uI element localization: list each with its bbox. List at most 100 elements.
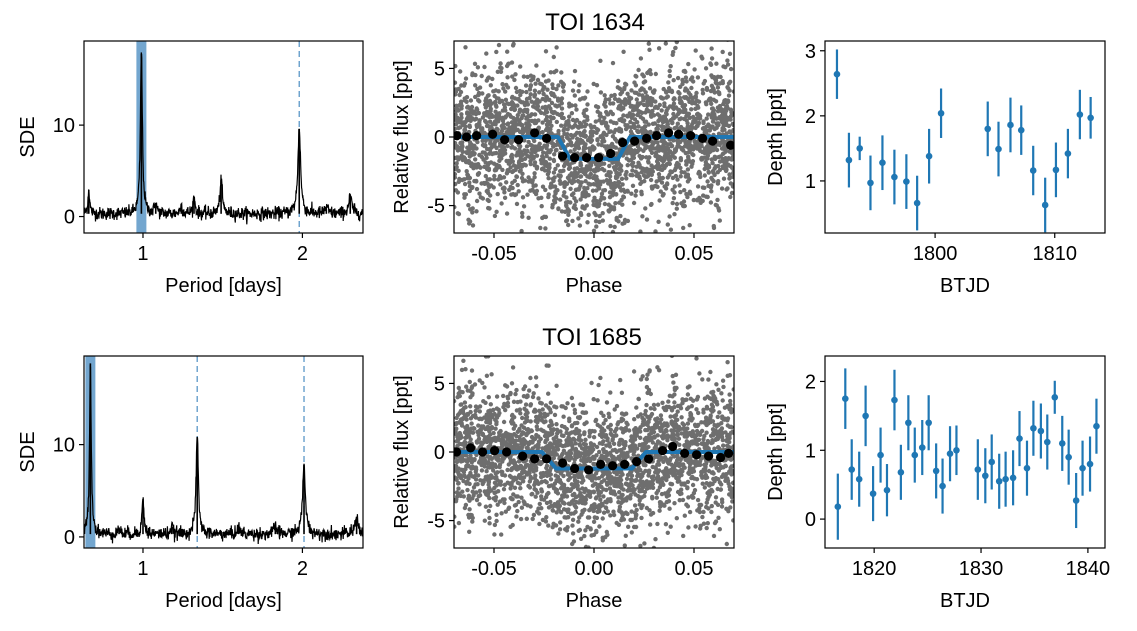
depth-point: [1058, 440, 1066, 447]
depth-point: [974, 466, 982, 473]
binned-point: [658, 446, 668, 456]
y-tick-label: 10: [53, 435, 75, 457]
binned-point: [584, 465, 594, 475]
binned-point: [558, 151, 568, 161]
x-tick-label: 0.00: [575, 243, 614, 265]
depth-point: [1016, 435, 1023, 442]
plot-area: [454, 356, 734, 548]
binned-point: [454, 131, 462, 141]
depth-point: [855, 475, 863, 483]
depth-point: [1029, 167, 1037, 174]
binned-point: [686, 131, 696, 141]
binned-point: [642, 133, 652, 143]
depth-point: [1052, 166, 1060, 174]
binned-point: [596, 459, 606, 469]
binned-point: [704, 451, 714, 461]
x-tick-label: 1: [137, 558, 148, 580]
binned-point: [618, 137, 628, 148]
binned-point: [514, 135, 524, 145]
plot-area: [84, 356, 363, 548]
depth-point: [937, 109, 945, 117]
binned-point: [454, 447, 462, 457]
depth-point: [1086, 460, 1094, 468]
x-tick-label: 1840: [1066, 558, 1111, 580]
y-tick-label: 1: [805, 171, 816, 193]
x-axis-label: Phase: [566, 590, 623, 612]
x-tick-label: 1800: [913, 243, 958, 265]
depth-point: [883, 486, 891, 494]
depth-point: [1002, 475, 1009, 483]
binned-point: [466, 443, 476, 453]
depth-point: [953, 446, 960, 454]
y-tick-label: 0: [434, 127, 445, 149]
binned-point: [632, 457, 642, 467]
panel-0-periodogram: 1 2 0 10 Period [days] SDE: [17, 40, 364, 297]
depth-point: [1064, 150, 1072, 157]
panel-5-transit_depths: 1820 1830 1840 0 1 2 BTJD Depth [ppt]: [765, 355, 1111, 612]
sde-curve: [84, 365, 363, 545]
depth-point: [1076, 111, 1084, 118]
depth-point: [891, 396, 898, 404]
depth-point: [867, 179, 874, 187]
binned-point: [652, 131, 662, 141]
binned-point: [606, 148, 616, 159]
depth-point: [932, 467, 940, 475]
binned-point: [726, 140, 734, 150]
binned-point: [582, 152, 592, 163]
binned-point: [644, 454, 654, 464]
binned-point: [542, 454, 552, 464]
binned-point: [502, 447, 512, 457]
y-axis-label: Relative flux [ppt]: [391, 375, 413, 528]
depth-point: [1017, 126, 1025, 134]
binned-point: [664, 128, 674, 138]
plot-area: [454, 41, 734, 233]
x-tick-label: 0.05: [675, 243, 714, 265]
depth-point: [891, 173, 898, 181]
y-axis-label: Relative flux [ppt]: [391, 60, 413, 213]
depth-point: [939, 482, 946, 490]
depth-point: [1087, 114, 1094, 122]
axes-frame: [824, 355, 1106, 549]
depth-point: [1037, 427, 1045, 435]
depth-point: [903, 178, 910, 185]
binned-point: [692, 450, 702, 460]
panel-title-toi-1685: TOI 1685: [542, 324, 642, 351]
x-tick-label: 1: [137, 243, 148, 265]
depth-point: [877, 451, 884, 459]
panel-title-toi-1634: TOI 1634: [545, 9, 645, 36]
binned-point: [570, 463, 580, 474]
depth-point: [869, 490, 877, 497]
binned-point: [490, 446, 500, 456]
y-tick-label: 5: [434, 58, 445, 80]
x-tick-label: -0.05: [471, 243, 517, 265]
binned-point: [708, 136, 718, 146]
panel-1-folded_lightcurve: -0.05 0.00 0.05 -5 0 5 Phase Relative flux [ppt…: [391, 40, 735, 297]
binned-point: [630, 136, 640, 146]
binned-point: [530, 454, 540, 464]
y-tick-label: 5: [434, 373, 445, 395]
depth-point: [848, 466, 856, 473]
depth-point: [995, 477, 1003, 485]
binned-point: [674, 129, 684, 139]
depth-point: [911, 451, 919, 459]
raw-flux-points: [454, 41, 734, 233]
depth-point: [842, 395, 849, 402]
depth-point: [834, 503, 842, 511]
y-tick-label: 0: [64, 527, 75, 549]
panel-3-periodogram: 1 2 0 10 Period [days] SDE: [17, 355, 364, 612]
binned-point: [542, 133, 552, 143]
y-tick-label: 0: [64, 207, 75, 229]
depth-point: [1009, 474, 1017, 482]
binned-point: [472, 131, 482, 141]
depth-point: [988, 458, 996, 466]
depth-point: [925, 152, 933, 160]
x-axis-label: BTJD: [940, 275, 990, 297]
depth-point: [845, 156, 853, 164]
binned-point: [594, 152, 604, 163]
depth-point: [1065, 453, 1072, 461]
plot-area: [84, 41, 363, 233]
binned-point: [462, 132, 472, 142]
axes-frame: [83, 355, 364, 549]
depth-point: [862, 412, 869, 420]
x-axis-label: Phase: [566, 275, 623, 297]
